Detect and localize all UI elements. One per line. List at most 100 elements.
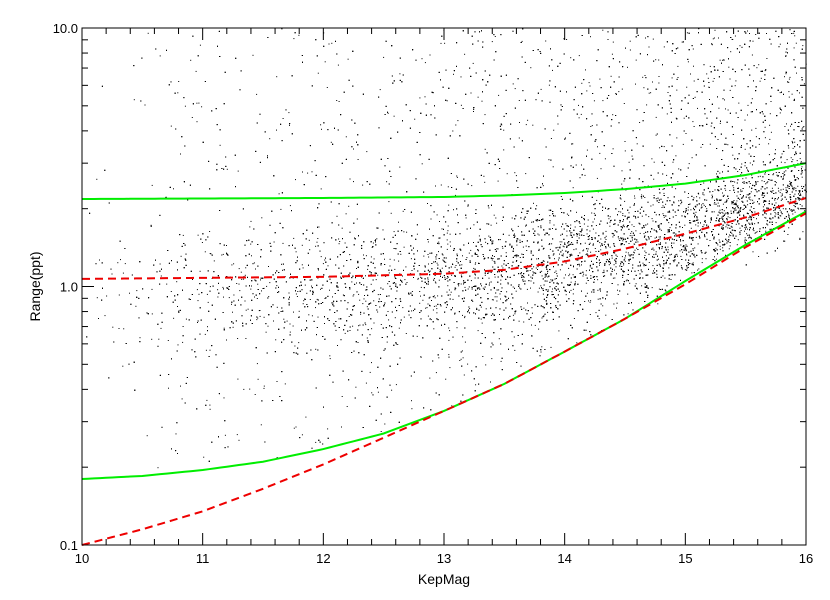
data-point: [499, 314, 500, 315]
data-point: [269, 282, 271, 284]
data-point: [512, 83, 514, 85]
data-point: [603, 244, 605, 246]
data-point: [491, 41, 493, 43]
data-point: [506, 291, 508, 293]
data-point: [655, 198, 657, 200]
data-point: [639, 232, 641, 234]
data-point: [668, 222, 670, 224]
data-point: [326, 87, 328, 88]
data-point: [724, 201, 726, 203]
data-point: [578, 233, 580, 235]
data-point: [500, 279, 502, 281]
data-point: [468, 252, 470, 254]
data-point: [722, 203, 724, 205]
data-point: [675, 235, 677, 237]
data-point: [471, 185, 473, 187]
data-point: [645, 238, 647, 240]
data-point: [497, 180, 499, 182]
data-point: [705, 221, 706, 223]
data-point: [327, 428, 329, 430]
data-point: [358, 293, 360, 295]
data-point: [241, 278, 243, 280]
data-point: [781, 193, 783, 195]
data-point: [455, 265, 457, 266]
data-point: [329, 355, 331, 357]
data-point: [672, 161, 674, 163]
data-point: [373, 258, 375, 260]
data-point: [547, 270, 549, 272]
data-point: [341, 426, 342, 428]
data-point: [684, 215, 686, 217]
data-point: [647, 223, 649, 225]
data-point: [282, 242, 284, 244]
data-point: [245, 338, 247, 339]
data-point: [612, 236, 614, 238]
data-point: [393, 259, 395, 261]
data-point: [530, 67, 532, 69]
data-point: [419, 302, 421, 304]
data-point: [427, 254, 429, 255]
data-point: [644, 197, 646, 198]
data-point: [782, 188, 784, 190]
data-point: [610, 75, 612, 77]
data-point: [448, 289, 450, 291]
data-point: [629, 235, 631, 237]
data-point: [744, 165, 746, 167]
data-point: [205, 349, 207, 351]
data-point: [703, 182, 705, 184]
data-point: [652, 204, 654, 206]
data-point: [542, 260, 544, 262]
data-point: [662, 188, 664, 190]
data-point: [803, 83, 805, 85]
data-point: [797, 185, 799, 187]
data-point: [542, 248, 544, 250]
data-point: [721, 226, 723, 228]
data-point: [206, 293, 208, 295]
data-point: [168, 387, 169, 389]
data-point: [459, 360, 461, 361]
data-point: [590, 36, 591, 38]
data-point: [709, 99, 710, 100]
data-point: [173, 188, 174, 190]
data-point: [547, 311, 549, 313]
data-point: [618, 91, 620, 93]
data-point: [740, 230, 742, 231]
data-point: [536, 205, 538, 207]
data-point: [600, 245, 601, 247]
data-point: [581, 255, 583, 257]
data-point: [802, 126, 804, 128]
data-point: [531, 221, 533, 223]
data-point: [293, 311, 294, 313]
data-point: [636, 247, 638, 249]
data-point: [625, 280, 627, 282]
data-point: [182, 341, 184, 343]
data-point: [562, 255, 564, 257]
data-point: [704, 221, 705, 223]
data-point: [475, 384, 477, 386]
data-point: [750, 111, 752, 113]
data-point: [398, 221, 399, 223]
data-point: [493, 214, 495, 216]
data-point: [118, 294, 120, 296]
data-point: [624, 260, 626, 262]
data-point: [700, 207, 702, 209]
data-point: [749, 183, 751, 184]
data-point: [613, 245, 615, 247]
data-point: [387, 283, 389, 285]
data-point: [263, 385, 265, 387]
data-point: [584, 174, 586, 176]
data-point: [697, 225, 699, 227]
data-point: [738, 210, 740, 212]
data-point: [765, 213, 767, 215]
data-point: [590, 300, 592, 302]
data-point: [588, 300, 589, 302]
data-point: [767, 224, 769, 226]
data-point: [686, 32, 688, 34]
data-point: [701, 262, 703, 264]
data-point: [710, 125, 712, 127]
data-point: [159, 263, 161, 265]
data-point: [648, 236, 650, 238]
data-point: [335, 329, 337, 331]
data-point: [594, 279, 595, 280]
data-point: [456, 176, 458, 178]
